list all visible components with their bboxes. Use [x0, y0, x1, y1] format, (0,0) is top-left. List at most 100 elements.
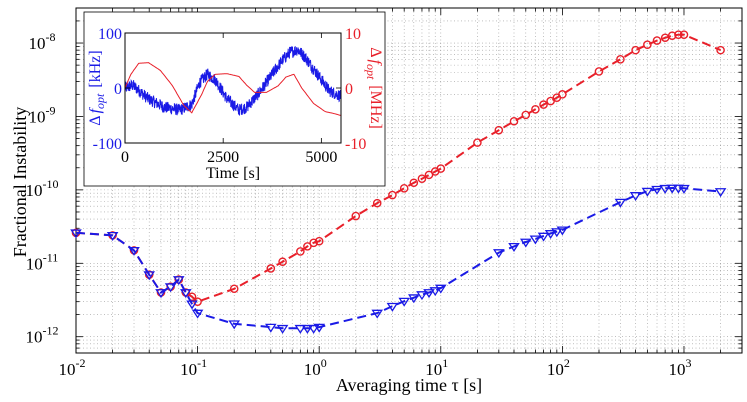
x-tick-label: 101 — [425, 356, 448, 379]
main-plot: 10-2 10-1 100 101 102 103 10-1210-1110-1010-9… — [10, 7, 743, 395]
inset-left-label-delta: Δ — [87, 115, 104, 125]
y-tick-label-exponent: -11 — [43, 250, 59, 264]
data-point-blue — [180, 289, 192, 299]
data-point-red — [409, 178, 419, 188]
data-point-red — [309, 238, 318, 248]
data-point-blue — [529, 235, 542, 245]
y-tick-label: 10-8 — [29, 30, 56, 53]
x-axis-label-unit: [s] — [459, 375, 483, 395]
data-point-red — [679, 30, 689, 39]
data-point-blue — [416, 291, 428, 301]
inset-line-red — [125, 62, 341, 116]
inset-left-axis-label: Δfopt [kHz] — [87, 50, 107, 125]
data-point-blue — [429, 287, 442, 297]
data-point-red — [652, 36, 662, 45]
data-point-blue — [678, 184, 690, 194]
data-point-red — [531, 105, 540, 114]
data-point-blue — [386, 302, 399, 312]
data-point-blue — [508, 242, 520, 252]
data-point-red — [521, 110, 531, 120]
data-point-blue — [551, 228, 563, 238]
y-tick-label-base: 10 — [26, 181, 43, 200]
data-point-blue — [629, 192, 642, 201]
inset-x-tick-label: 5000 — [305, 149, 337, 166]
data-point-blue — [172, 276, 185, 286]
series-line-red — [75, 33, 721, 303]
data-point-blue — [294, 324, 307, 334]
x-tick-label-base: 10 — [425, 360, 442, 379]
inset-left-label-f: f — [87, 106, 104, 113]
data-point-blue — [714, 188, 727, 198]
x-tick-label-base: 10 — [180, 360, 197, 379]
x-tick-label: 10-2 — [59, 356, 86, 379]
data-point-blue — [106, 231, 119, 241]
data-point-red — [594, 67, 604, 76]
data-point-blue — [276, 324, 289, 334]
inset-ticks — [124, 32, 341, 144]
inset-series — [125, 45, 341, 116]
x-axis-label-tau: τ — [451, 375, 458, 395]
data-point-red — [229, 284, 239, 294]
inset-left-tick-label: -100 — [93, 136, 122, 153]
data-point-blue — [371, 309, 384, 319]
data-point-blue — [537, 232, 550, 242]
x-tick-label-exponent: 0 — [321, 356, 327, 370]
inset-right-tick-label: 10 — [345, 26, 361, 43]
data-point-red — [436, 164, 446, 173]
x-tick-label-exponent: 3 — [685, 356, 691, 370]
y-tick-label: 10-9 — [29, 103, 56, 126]
data-point-red — [372, 198, 382, 208]
y-tick-label: 10-12 — [26, 324, 59, 347]
data-point-red — [399, 184, 409, 193]
inset-right-label-f: f — [367, 59, 384, 66]
x-tick-label: 103 — [668, 356, 691, 379]
inset-right-tick-label: -10 — [345, 136, 366, 153]
inset-background-box — [83, 11, 386, 187]
data-point-red — [266, 264, 276, 273]
inset-line-blue — [125, 45, 341, 116]
data-point-blue — [519, 238, 532, 248]
x-tick-label: 102 — [547, 356, 570, 379]
main-series — [70, 30, 727, 334]
main-axes-frame — [75, 7, 743, 354]
data-point-blue — [164, 283, 177, 293]
series-line-blue — [75, 187, 721, 330]
data-point-red — [667, 31, 677, 40]
inset-right-axis-label: Δfopt [MHz] — [364, 47, 384, 129]
x-tick-label-exponent: 2 — [564, 356, 570, 370]
y-tick-label: 10-10 — [26, 177, 59, 200]
y-tick-label-base: 10 — [29, 107, 46, 126]
data-point-red — [643, 40, 652, 49]
y-axis-label: Fractional Instability — [10, 107, 30, 257]
data-point-blue — [155, 289, 167, 299]
x-tick-label-exponent: 1 — [442, 356, 448, 370]
data-point-blue — [186, 300, 198, 310]
data-point-red — [417, 174, 427, 183]
series-blue — [70, 184, 727, 334]
data-point-red — [631, 45, 640, 55]
inset-x-tick-label: 0 — [121, 149, 129, 166]
y-tick-label: 10-11 — [26, 250, 59, 273]
data-point-blue — [614, 198, 627, 208]
inset-left-tick-label: 100 — [98, 26, 122, 43]
y-tick-label-base: 10 — [29, 34, 46, 53]
inset-x-axis-label: Time [s] — [206, 165, 260, 182]
y-tick-label-exponent: -10 — [43, 177, 59, 191]
main-ticks — [75, 8, 743, 354]
x-tick-label-base: 10 — [668, 360, 685, 379]
x-axis-label: Averaging time τ [s] — [336, 375, 482, 395]
data-point-red — [674, 30, 683, 39]
data-point-blue — [313, 323, 325, 333]
x-tick-label: 10-1 — [180, 356, 207, 379]
data-point-blue — [666, 184, 678, 194]
x-tick-label-exponent: -2 — [76, 356, 86, 370]
data-point-red — [303, 242, 312, 251]
data-point-blue — [265, 323, 277, 333]
data-point-blue — [408, 294, 420, 304]
y-tick-label-exponent: -12 — [43, 324, 59, 338]
data-point-red — [296, 247, 305, 256]
